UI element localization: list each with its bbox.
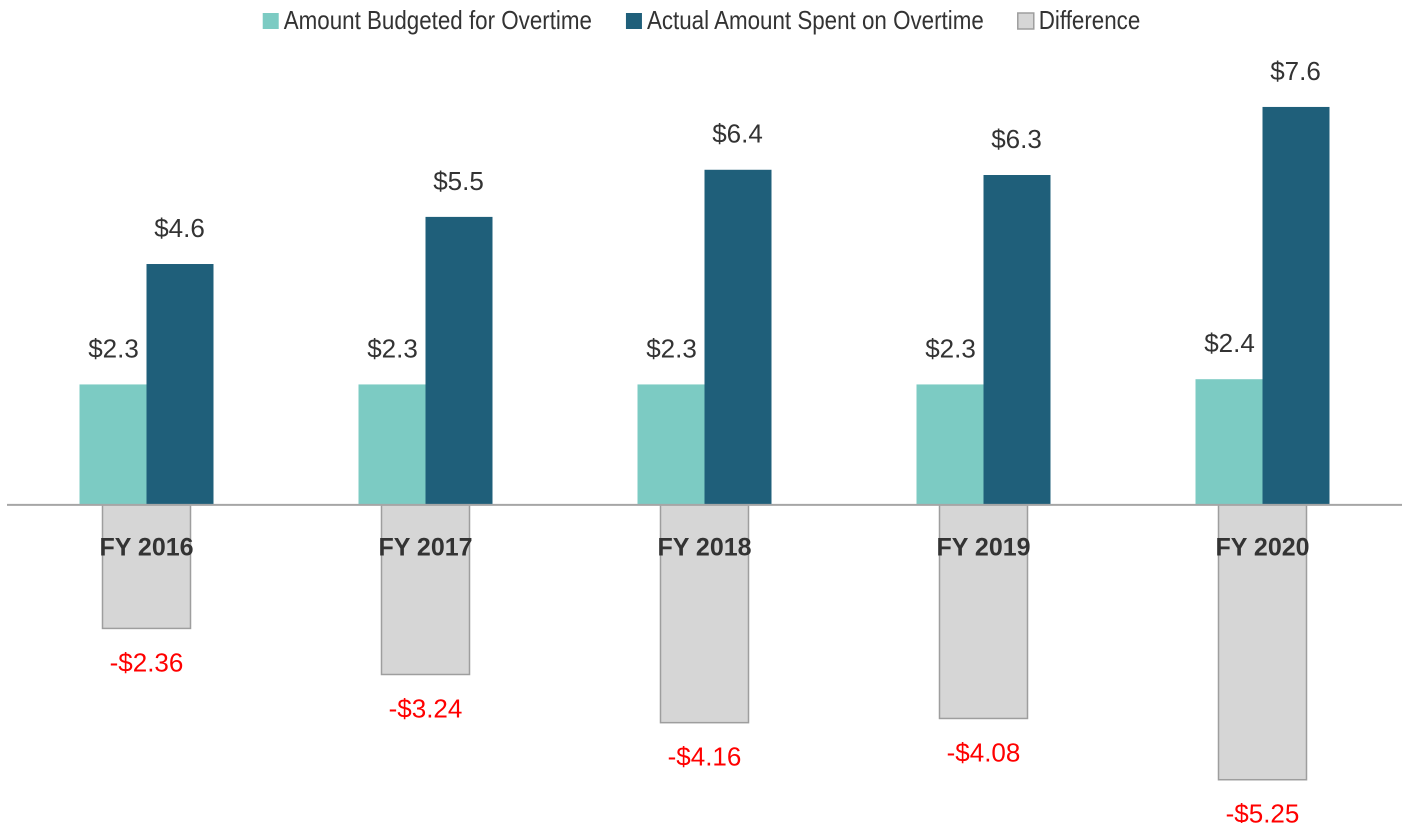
value-label: $6.4 [712, 119, 763, 149]
legend-swatch [625, 13, 642, 29]
value-label: -$4.08 [947, 737, 1021, 767]
legend-swatch [262, 13, 279, 29]
bar [146, 264, 214, 505]
legend-label: Amount Budgeted for Overtime [284, 5, 592, 35]
value-label: $2.3 [925, 333, 976, 363]
x-tick-label: FY 2017 [378, 533, 472, 561]
value-label: $2.3 [646, 333, 697, 363]
value-label: -$5.25 [1226, 799, 1300, 823]
value-label: -$4.16 [668, 742, 742, 772]
bar [916, 384, 984, 505]
value-label: $5.5 [433, 166, 484, 196]
legend-label: Actual Amount Spent on Overtime [647, 5, 984, 35]
bar [704, 169, 772, 505]
bar [938, 504, 1029, 720]
bar [1195, 379, 1263, 505]
bar [983, 175, 1051, 505]
x-tick-label: FY 2020 [1215, 533, 1309, 561]
value-label: -$3.24 [389, 693, 463, 723]
value-label: $2.3 [367, 333, 418, 363]
bar [659, 504, 750, 724]
bar [101, 504, 192, 630]
value-label: $4.6 [154, 213, 205, 243]
bar [380, 504, 471, 676]
x-tick-label: FY 2018 [657, 533, 751, 561]
legend-swatch [1017, 12, 1035, 30]
x-tick-label: FY 2019 [936, 533, 1030, 561]
bar [79, 384, 147, 505]
value-label: $6.3 [991, 124, 1042, 154]
value-label: -$2.36 [110, 647, 184, 677]
value-label: $2.3 [88, 333, 139, 363]
legend-label: Difference [1039, 5, 1141, 35]
bar [1262, 106, 1330, 505]
value-label: $2.4 [1204, 328, 1255, 358]
bar [637, 384, 705, 505]
x-tick-label: FY 2016 [99, 533, 193, 561]
bar [425, 216, 493, 505]
value-label: $7.6 [1270, 56, 1321, 86]
bar [358, 384, 426, 505]
